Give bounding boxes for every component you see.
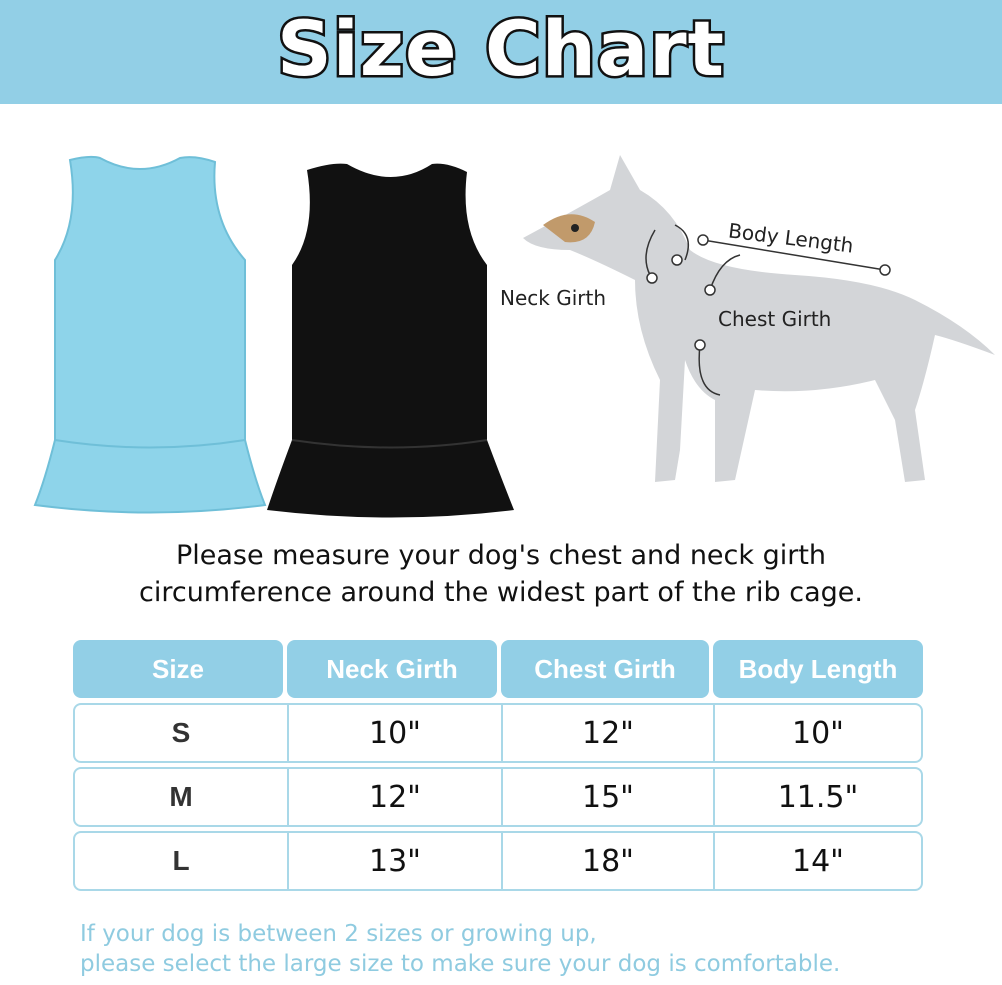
page-title: Size Chart [274, 2, 726, 96]
black-dress-image [267, 163, 514, 518]
header-body-length: Body Length [713, 640, 923, 698]
chest-cell: 15" [582, 779, 634, 815]
size-cell: S [171, 717, 191, 748]
table-row: L 13" 18" 14" [73, 831, 923, 891]
size-cell: M [169, 781, 193, 812]
body-cell: 14" [792, 843, 844, 879]
header-chest-girth: Chest Girth [501, 640, 709, 698]
dog-measurement-diagram [523, 155, 995, 482]
header-neck-girth: Neck Girth [287, 640, 497, 698]
blue-dress-image [33, 155, 267, 514]
body-cell: 10" [792, 715, 844, 751]
size-cell: L [172, 845, 190, 876]
table-row: S 10" 12" 10" [73, 703, 923, 763]
chest-girth-label: Chest Girth [718, 307, 832, 331]
footer-note-2: please select the large size to make sur… [80, 951, 841, 977]
neck-cell: 10" [369, 715, 421, 751]
instruction-line-1: Please measure your dog's chest and neck… [175, 540, 827, 571]
header-size: Size [73, 640, 283, 698]
chest-cell: 12" [582, 715, 634, 751]
table-row: M 12" 15" 11.5" [73, 767, 923, 827]
body-cell: 11.5" [777, 779, 859, 815]
instruction-line-2: circumference around the widest part of … [139, 577, 863, 608]
neck-cell: 13" [369, 843, 421, 879]
neck-cell: 12" [369, 779, 421, 815]
footer-note-1: If your dog is between 2 sizes or growin… [80, 921, 597, 947]
title-banner [0, 0, 1002, 104]
chest-cell: 18" [582, 843, 634, 879]
neck-girth-label: Neck Girth [500, 286, 606, 310]
